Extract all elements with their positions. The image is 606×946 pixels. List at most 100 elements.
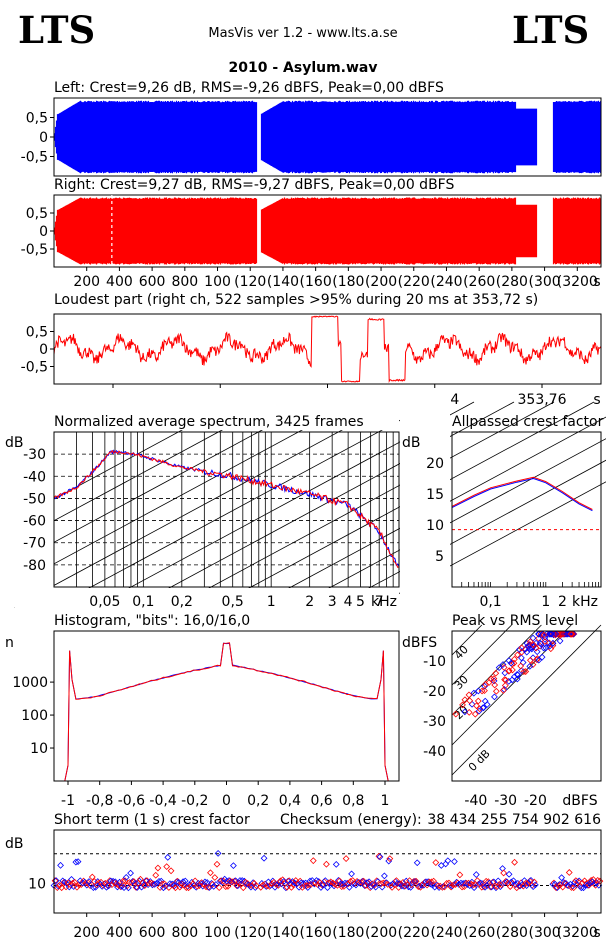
peakrms-point-161 [559, 630, 567, 638]
histogram-xlabel-9: 0,8 [342, 793, 364, 809]
shortcrest-point-482 [577, 884, 585, 892]
shortcrest-point-147 [211, 874, 219, 881]
shortcrest-xlabel-13: (280 [496, 925, 528, 941]
peakrms-point-156 [474, 687, 482, 695]
peakrms-point-138 [479, 704, 487, 712]
shortcrest-point-103 [163, 863, 171, 870]
loudest-xlabel-4: 353,76 [518, 392, 567, 408]
left-waveform-title: Left: Crest=9,26 dB, RMS=-9,26 dBFS, Pea… [54, 80, 444, 96]
shortcrest-point-329 [410, 877, 418, 885]
spectrum-ylabel-0: -30 [23, 447, 46, 463]
peakrms-point-151 [481, 687, 488, 695]
wave-xlabel-0: 200 [73, 274, 100, 290]
shortcrest-point-475 [570, 884, 578, 892]
shortcrest-point-148 [212, 881, 220, 888]
shortcrest-point-199 [268, 880, 276, 888]
shortcrest-point-140 [203, 879, 211, 886]
right-waveform-title: Right: Crest=9,27 dB, RMS=-9,27 dBFS, Pe… [54, 177, 454, 193]
peakrms-ylabel-1: -20 [423, 684, 446, 700]
peakrms-point-165 [567, 630, 575, 638]
shortcrest-point-246 [319, 881, 327, 889]
peakrms-point-21 [452, 710, 460, 718]
shortcrest-point-160 [225, 877, 233, 884]
peakrms-point-74 [517, 667, 525, 675]
peakrms-point-168 [508, 676, 516, 684]
peakrms-point-135 [541, 638, 549, 645]
histogram-xlabel-5: 0 [222, 793, 231, 809]
shortcrest-xlabel-5: (120 [234, 925, 266, 941]
checksum-label: Checksum (energy): [280, 812, 422, 828]
peakrms-diagonal-3 [451, 624, 512, 686]
spectrum-xlabel-1: 0,1 [132, 594, 154, 610]
peakrms-ylabel-3: -40 [423, 744, 446, 760]
shortcrest-point-205 [274, 881, 282, 889]
shortcrest-point-50 [105, 882, 113, 890]
spectrum-xlabel-3: 0,5 [222, 594, 244, 610]
app-name: MasVis ver 1.2 - www.lts.a.se [208, 26, 398, 41]
shortcrest-point-93 [152, 871, 160, 879]
peakrms-point-67 [482, 680, 489, 688]
shortcrest-point-488 [584, 881, 592, 889]
peakrms-point-38 [556, 637, 564, 645]
shortcrest-point-325 [406, 877, 413, 885]
peakrms-point-169 [529, 641, 537, 648]
peakrms-diagonal-2 [451, 624, 542, 716]
peakrms-point-0 [518, 654, 525, 662]
shortcrest-point-66 [122, 873, 130, 881]
peakrms-point-146 [513, 675, 521, 683]
shortcrest-point-77 [134, 880, 142, 887]
histogram-curve-left [64, 642, 389, 782]
checksum-value: 38 434 255 754 902 616 [427, 812, 601, 828]
shortcrest-ylabel: dB [5, 836, 24, 852]
shortcrest-point-22 [74, 858, 82, 865]
peakrms-point-145 [518, 644, 526, 652]
wave-xunit: s [593, 274, 600, 290]
histogram-ylabel-2: 10 [30, 741, 48, 757]
shortcrest-point-464 [558, 874, 566, 882]
crest-ylabel-2: 10 [426, 518, 444, 534]
peakrms-point-82 [461, 708, 469, 716]
spectrum-xlabel-5: 2 [305, 594, 314, 610]
shortcrest-point-292 [370, 881, 377, 889]
shortcrest-point-111 [172, 884, 179, 892]
peakrms-point-77 [502, 676, 510, 684]
shortcrest-point-411 [500, 869, 508, 877]
histogram-ylabel: n [5, 635, 14, 651]
histogram-title: Histogram, "bits": 16,0/16,0 [54, 613, 250, 629]
wave-xlabel-10: (220 [398, 274, 430, 290]
shortcrest-point-146 [210, 882, 218, 890]
peakrms-point-111 [517, 662, 525, 670]
shortcrest-xlabel-4: 100 [204, 925, 231, 941]
histogram-xlabel-10: 1 [381, 793, 390, 809]
wave-xlabel-13: (280 [496, 274, 528, 290]
shortcrest-point-302 [380, 872, 388, 880]
wave-xlabel-7: (160 [300, 274, 332, 290]
shortcrest-point-114 [175, 878, 183, 886]
shortcrest-point-285 [362, 882, 370, 889]
spectrum-frame [53, 431, 400, 588]
peakrms-xlabel-1: -30 [494, 793, 517, 809]
crest-curve-left [451, 477, 593, 512]
shortcrest-point-261 [336, 877, 343, 885]
peakrms-point-103 [540, 631, 548, 639]
histogram-xlabel-7: 0,4 [279, 793, 301, 809]
peakrms-point-99 [492, 687, 500, 695]
shortcrest-point-320 [400, 882, 408, 890]
shortcrest-point-492 [588, 878, 596, 886]
shortcrest-point-471 [565, 869, 573, 876]
peakrms-point-78 [521, 645, 529, 653]
shortcrest-xlabel-14: (300 [528, 925, 560, 941]
shortcrest-point-298 [376, 853, 384, 861]
shortcrest-point-438 [529, 883, 537, 891]
shortcrest-point-306 [385, 857, 393, 865]
spectrum-xunit: kHz [371, 594, 397, 610]
spectrum-mask-top [54, 392, 399, 430]
right-waveform-y-label-0: 0,5 [26, 206, 48, 222]
peakrms-point-66 [526, 662, 534, 670]
shortcrest-xlabel-15: (3200 [557, 925, 598, 941]
spectrum-ylabel-5: -80 [23, 558, 46, 574]
peakrms-point-102 [481, 697, 489, 705]
shortcrest-ylabel-0: 10 [28, 876, 46, 892]
shortcrest-xlabel-1: 400 [106, 925, 133, 941]
